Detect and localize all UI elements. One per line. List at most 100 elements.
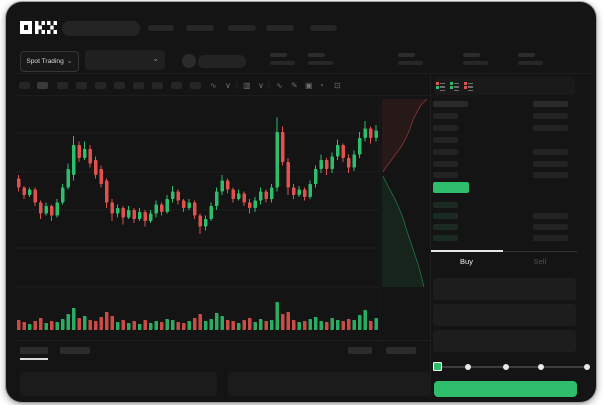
toolbar-divider (15, 95, 430, 96)
camera-icon[interactable]: ▣ (305, 81, 313, 90)
fullscreen-icon[interactable]: ⊡ (334, 81, 341, 90)
book-col-header (533, 101, 568, 107)
nav-item[interactable] (148, 25, 174, 31)
candle-body (363, 128, 367, 138)
ask-price (433, 161, 458, 167)
candle-body (44, 206, 48, 214)
bottom-tab[interactable] (20, 347, 48, 354)
candle-body (27, 189, 32, 196)
timeframe-button[interactable] (152, 82, 163, 89)
bottom-tab[interactable] (386, 347, 416, 354)
timeframe-button-selected[interactable] (37, 82, 48, 89)
pair-selector-dropdown[interactable]: ⌄ (85, 50, 165, 70)
timeframe-button[interactable] (57, 82, 68, 89)
nav-item[interactable] (228, 25, 256, 31)
bottom-tab[interactable] (348, 347, 372, 354)
panel-divider (430, 74, 431, 397)
buy-submit-button[interactable] (434, 381, 577, 397)
volume-bar (181, 323, 186, 330)
timeframe-button[interactable] (95, 82, 106, 89)
nav-item[interactable] (266, 25, 294, 31)
order-form-input[interactable] (433, 278, 576, 300)
draw-icon[interactable]: ✎ (291, 81, 298, 90)
order-form-input[interactable] (433, 304, 576, 326)
depth-bids-line (382, 175, 425, 288)
okx-logo[interactable] (20, 21, 57, 34)
candle-body (275, 132, 279, 188)
volume-bar (297, 322, 301, 330)
tab-buy[interactable]: Buy (460, 256, 473, 266)
slider-step-dot[interactable] (503, 363, 509, 370)
volume-bar (115, 322, 120, 330)
volume-bar (93, 321, 98, 330)
volume-bar (121, 320, 125, 330)
volume-bar (71, 308, 76, 330)
timeframe-button[interactable] (19, 82, 30, 89)
candle-body (308, 184, 312, 197)
ask-price (433, 125, 458, 131)
candle-body (143, 211, 147, 221)
chevron-down-icon[interactable]: ∨ (225, 81, 231, 90)
volume-bar (16, 320, 21, 330)
timeframe-button[interactable] (171, 82, 182, 89)
history-icon[interactable]: ◔ (319, 81, 324, 90)
volume-bar (286, 312, 290, 330)
volume-bar (242, 320, 246, 330)
candle-body (77, 145, 81, 159)
header-divider (15, 73, 592, 74)
candle-body (55, 202, 59, 216)
bid-amount (533, 235, 568, 241)
volume-bar (88, 320, 92, 330)
candle-body (176, 191, 180, 201)
candle-type-icon[interactable]: ▥ (243, 81, 251, 90)
chevron-down-icon[interactable]: ∨ (258, 81, 264, 90)
volume-bar (231, 321, 235, 330)
volume-bar (214, 313, 219, 330)
buy-tab-indicator (430, 250, 503, 252)
candle-body (236, 193, 241, 199)
ask-amount (533, 125, 568, 131)
tab-sell[interactable]: Sell (533, 256, 547, 266)
timeframe-button[interactable] (190, 82, 201, 89)
amount-slider[interactable] (437, 366, 587, 368)
timeframe-button[interactable] (133, 82, 144, 89)
book-col-header (433, 101, 468, 107)
volume-bar (374, 318, 378, 330)
stat-label (270, 53, 287, 57)
candlestick-chart[interactable] (15, 95, 379, 338)
volume-bar (346, 319, 351, 330)
bottom-tab[interactable] (60, 347, 90, 354)
market-mode-dropdown[interactable]: Spot Trading ⌄ (20, 51, 79, 72)
search-input[interactable] (62, 21, 140, 36)
candle-body (49, 206, 54, 216)
line-tool-icon[interactable]: ∿ (276, 81, 283, 90)
slider-handle[interactable] (433, 362, 442, 371)
nav-item[interactable] (186, 25, 214, 31)
timeframe-button[interactable] (114, 82, 125, 89)
volume-bar (275, 302, 279, 330)
volume-bar (99, 317, 103, 330)
order-form-input[interactable] (433, 330, 576, 352)
nav-item[interactable] (310, 25, 337, 31)
ask-amount (533, 113, 568, 119)
candle-body (330, 156, 334, 170)
book-asks-icon[interactable] (464, 81, 473, 91)
header-action-button[interactable] (198, 55, 246, 68)
candle-body (352, 154, 356, 168)
slider-step-dot[interactable] (538, 363, 544, 370)
volume-bar (148, 323, 153, 330)
candle-body (88, 148, 92, 164)
volume-bar (319, 321, 323, 330)
slider-step-dot[interactable] (584, 363, 590, 370)
timeframe-button[interactable] (76, 82, 87, 89)
chart-style-icon[interactable]: ∿ (210, 81, 217, 90)
book-bids-icon[interactable] (450, 81, 459, 91)
volume-bar (341, 321, 345, 330)
volume-bar (308, 319, 312, 330)
candle-body (187, 202, 191, 209)
volume-bar (27, 324, 32, 330)
bottom-tab-indicator (20, 358, 48, 360)
book-both-icon[interactable] (436, 81, 445, 91)
slider-step-dot[interactable] (465, 363, 471, 370)
candle-body (66, 169, 70, 188)
